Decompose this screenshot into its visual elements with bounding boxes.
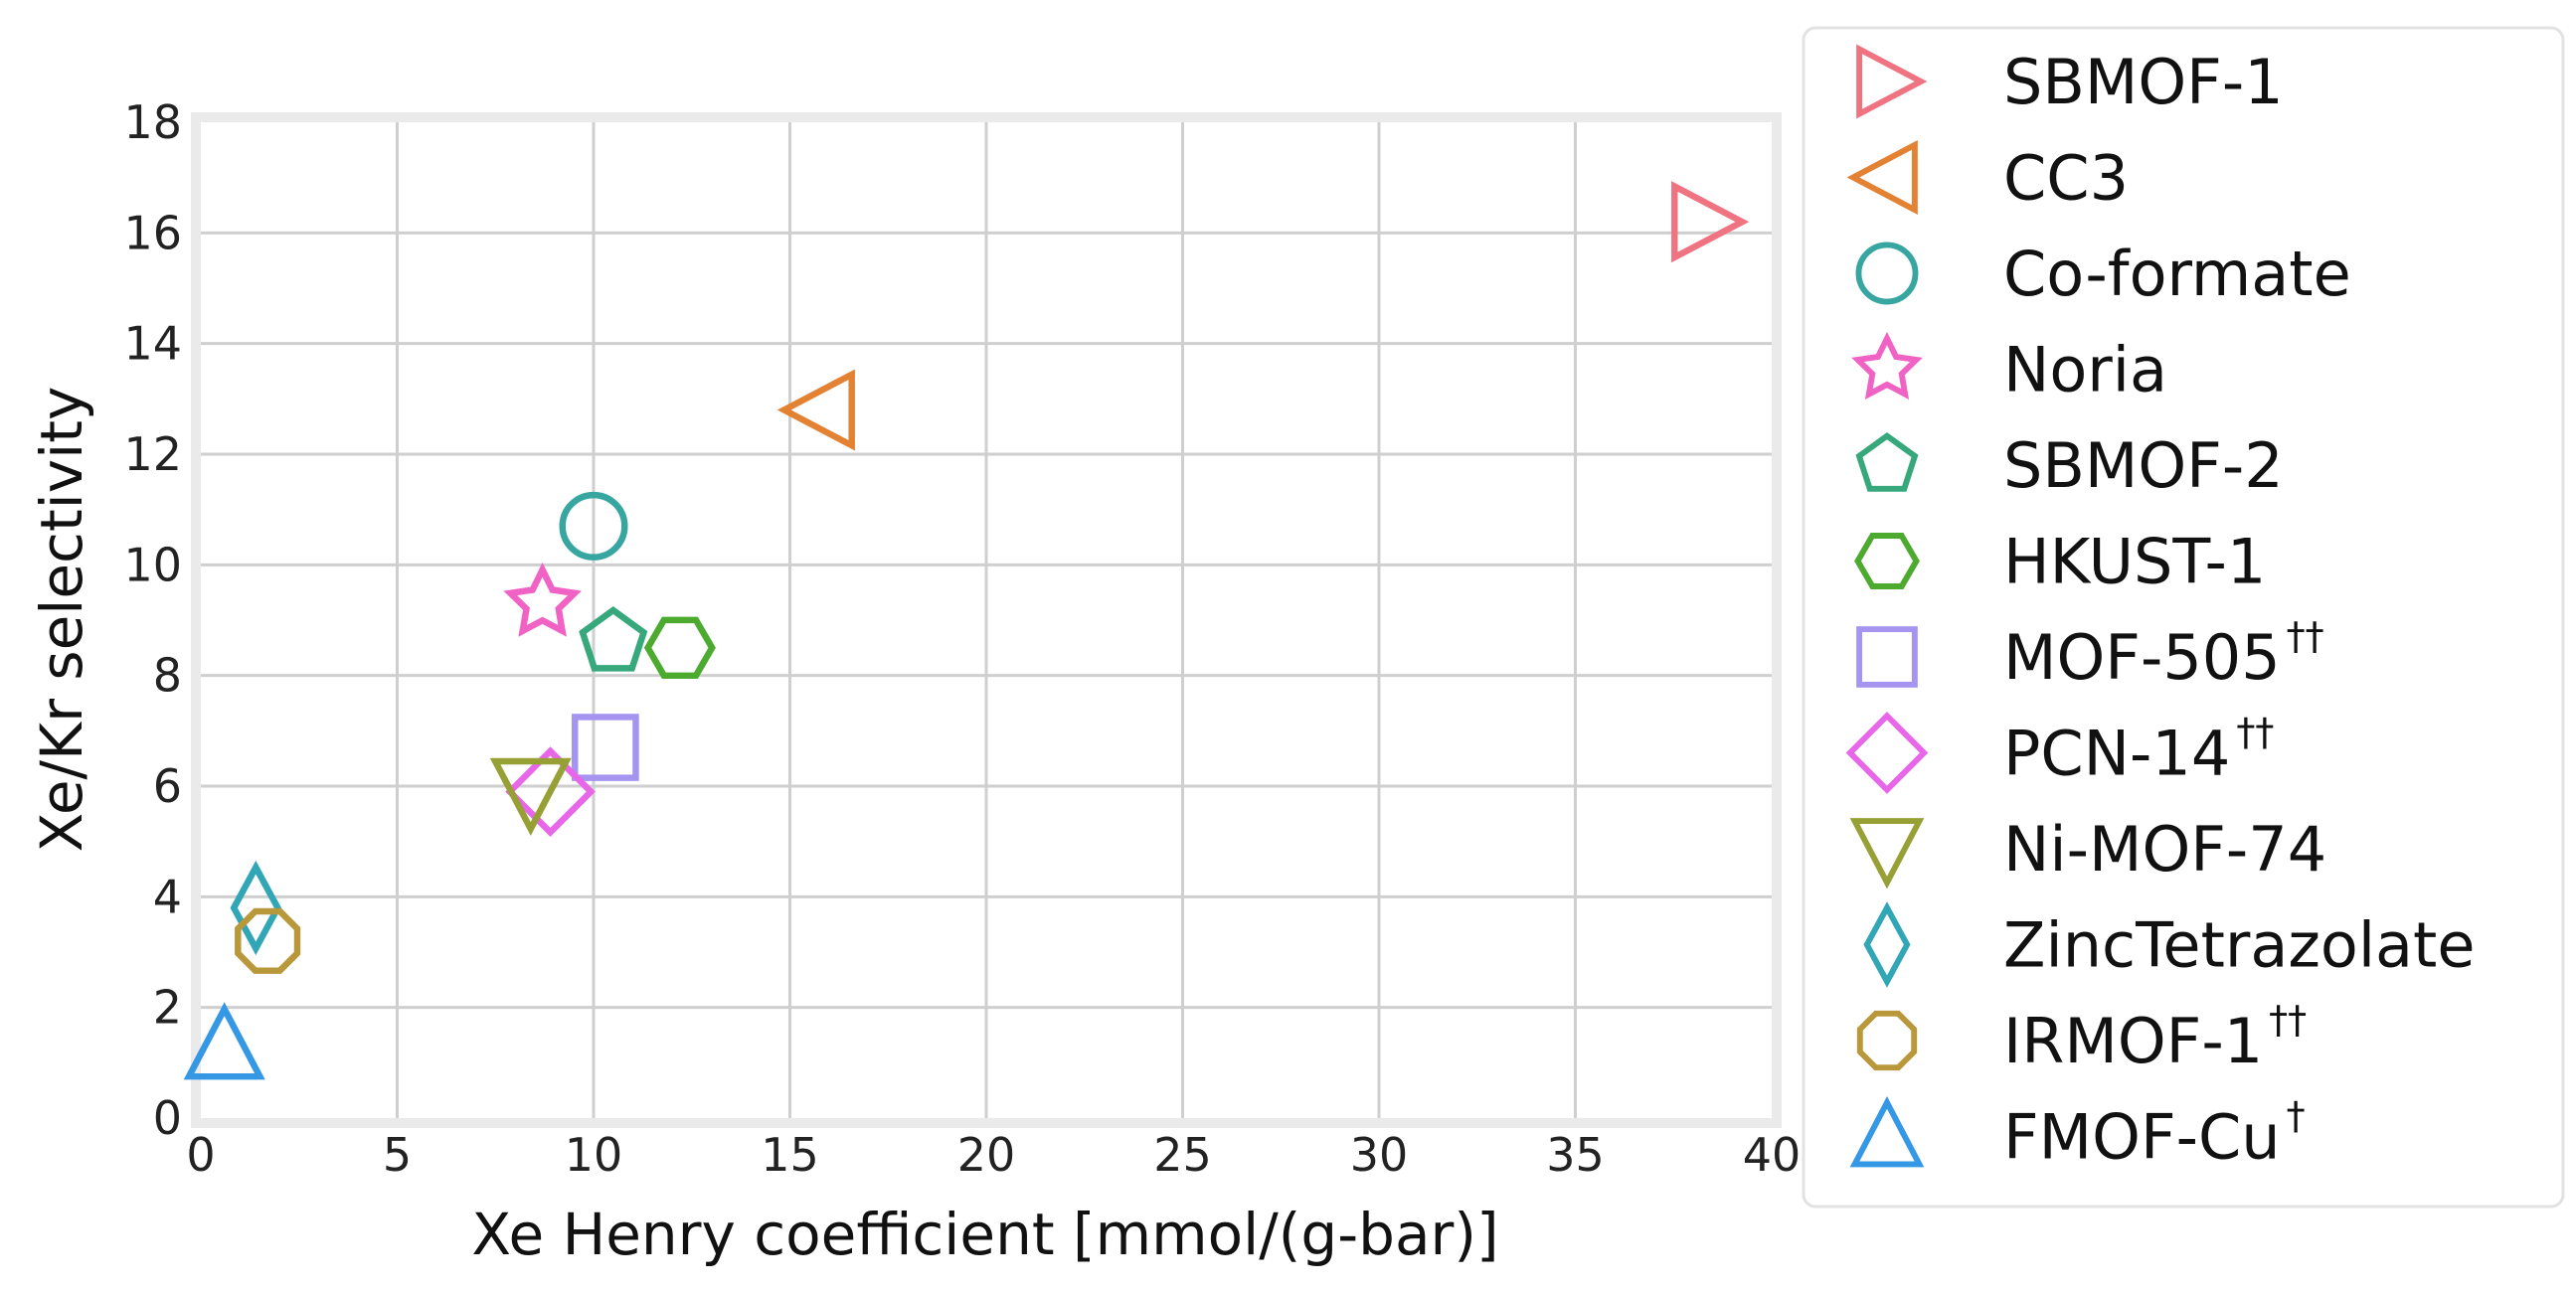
legend-item-fmof-cu: FMOF-Cu † xyxy=(1849,1094,2306,1174)
point-ni-mof-74 xyxy=(489,757,572,836)
plot-frame xyxy=(191,112,1782,1128)
x-tick-label: 15 xyxy=(761,1128,819,1182)
legend-label-superscript: †† xyxy=(2269,998,2307,1042)
y-tick-label: 0 xyxy=(153,1091,182,1145)
legend-label-superscript: †† xyxy=(2287,614,2324,658)
legend-label: Co-formate xyxy=(2003,238,2351,310)
legend-label: PCN-14 xyxy=(2003,718,2230,790)
legend-item-cc3: CC3 xyxy=(1846,140,2129,215)
y-tick-label: 14 xyxy=(123,317,182,371)
legend-label: MOF-505 xyxy=(2003,621,2281,694)
legend-item-sbmof-2: SBMOF-2 xyxy=(1855,429,2284,502)
point-co-formate xyxy=(559,491,628,561)
legend-item-irmof-1: IRMOF-1 †† xyxy=(1856,998,2307,1077)
point-fmof-cu xyxy=(183,1002,265,1080)
legend-marker-fmof-cu xyxy=(1849,1096,1925,1168)
legend-marker-sbmof-1 xyxy=(1856,44,1928,119)
y-tick-label: 6 xyxy=(153,759,182,813)
x-tick-label: 25 xyxy=(1153,1128,1212,1182)
point-hkust-1 xyxy=(643,616,716,680)
point-cc3 xyxy=(776,369,855,451)
point-mof-505 xyxy=(572,714,639,781)
legend-item-mof-505: MOF-505 †† xyxy=(1856,614,2324,694)
x-tick-label: 0 xyxy=(186,1128,215,1182)
data-points xyxy=(183,181,1750,1080)
y-tick-labels: 0 2 4 6 8 10 12 14 16 18 xyxy=(123,95,182,1145)
legend-item-hkust-1: HKUST-1 xyxy=(1854,526,2266,598)
legend-marker-cc3 xyxy=(1846,140,1918,215)
x-tick-label: 5 xyxy=(383,1128,412,1182)
legend-marker-sbmof-2 xyxy=(1855,431,1919,492)
y-tick-label: 12 xyxy=(123,427,182,481)
legend: SBMOF-1 CC3 Co-formate Noria SBMOF-2 HKUST-1 M… xyxy=(1802,26,2565,1209)
point-noria xyxy=(503,562,582,637)
y-axis-label: Xe/Kr selectivity xyxy=(28,387,95,853)
legend-item-co-formate: Co-formate xyxy=(1855,238,2351,310)
y-tick-label: 10 xyxy=(123,538,182,591)
x-tick-label: 35 xyxy=(1546,1128,1605,1182)
legend-item-pcn-14: PCN-14 †† xyxy=(1845,711,2274,794)
legend-label: HKUST-1 xyxy=(2003,526,2266,598)
legend-item-sbmof-1: SBMOF-1 xyxy=(1856,44,2284,119)
y-tick-label: 2 xyxy=(153,981,182,1035)
y-tick-label: 18 xyxy=(123,95,182,149)
legend-marker-mof-505 xyxy=(1856,626,1918,688)
legend-marker-irmof-1 xyxy=(1856,1010,1918,1071)
legend-marker-ni-mof-74 xyxy=(1849,818,1925,889)
legend-marker-hkust-1 xyxy=(1854,533,1920,589)
x-tick-label: 40 xyxy=(1743,1128,1802,1182)
legend-label: Noria xyxy=(2003,334,2167,406)
y-tick-label: 4 xyxy=(153,870,182,923)
legend-label: IRMOF-1 xyxy=(2003,1005,2263,1077)
legend-item-zinctetrazolate: ZincTetrazolate xyxy=(1863,901,2476,988)
legend-label-superscript: †† xyxy=(2236,711,2274,754)
legend-marker-pcn-14 xyxy=(1845,712,1929,794)
x-tick-label: 10 xyxy=(565,1128,623,1182)
legend-item-ni-mof-74: Ni-MOF-74 xyxy=(1849,813,2326,889)
legend-marker-co-formate xyxy=(1855,242,1919,305)
legend-label: SBMOF-2 xyxy=(2003,429,2284,502)
point-pcn-14 xyxy=(505,746,596,837)
legend-marker-noria xyxy=(1851,331,1923,400)
y-tick-label: 16 xyxy=(123,206,182,259)
legend-label-superscript: † xyxy=(2287,1094,2306,1138)
point-irmof-1 xyxy=(235,907,301,974)
x-axis-label: Xe Henry coefficient [mmol/(g-bar)] xyxy=(471,1201,1498,1268)
grid xyxy=(201,122,1772,1118)
point-sbmof-2 xyxy=(579,606,648,672)
legend-frame xyxy=(1802,26,2565,1209)
legend-item-noria: Noria xyxy=(1851,331,2167,406)
legend-label: FMOF-Cu xyxy=(2003,1101,2281,1174)
legend-label: Ni-MOF-74 xyxy=(2003,813,2326,886)
legend-label: CC3 xyxy=(2003,142,2129,215)
legend-label: SBMOF-1 xyxy=(2003,46,2284,118)
x-tick-label: 20 xyxy=(957,1128,1016,1182)
x-tick-labels: 0 5 10 15 20 25 30 35 40 xyxy=(186,1128,1801,1182)
legend-label: ZincTetrazolate xyxy=(2003,909,2476,982)
y-tick-label: 8 xyxy=(153,649,182,703)
point-zinctetrazolate xyxy=(230,860,282,956)
point-sbmof-1 xyxy=(1671,181,1750,263)
x-tick-label: 30 xyxy=(1350,1128,1409,1182)
legend-marker-zinctetrazolate xyxy=(1863,901,1911,988)
